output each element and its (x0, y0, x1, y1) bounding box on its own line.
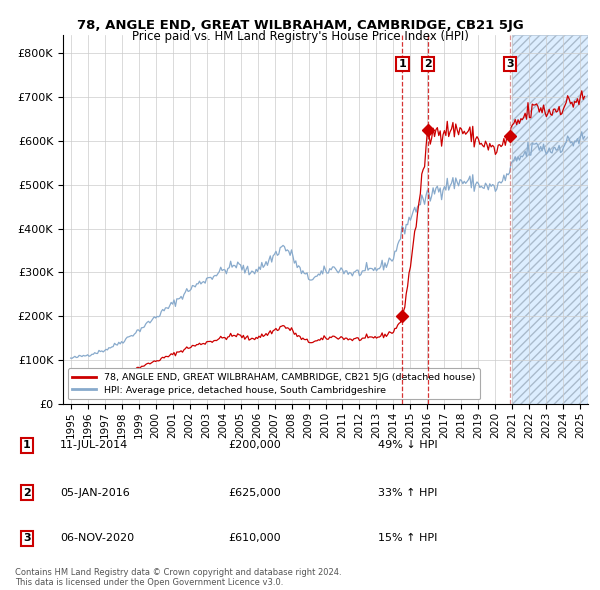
Text: 78, ANGLE END, GREAT WILBRAHAM, CAMBRIDGE, CB21 5JG: 78, ANGLE END, GREAT WILBRAHAM, CAMBRIDG… (77, 19, 523, 32)
Text: Contains HM Land Registry data © Crown copyright and database right 2024.
This d: Contains HM Land Registry data © Crown c… (15, 568, 341, 587)
Legend: 78, ANGLE END, GREAT WILBRAHAM, CAMBRIDGE, CB21 5JG (detached house), HPI: Avera: 78, ANGLE END, GREAT WILBRAHAM, CAMBRIDG… (68, 368, 480, 399)
Text: 33% ↑ HPI: 33% ↑ HPI (378, 488, 437, 497)
Text: 2: 2 (23, 488, 31, 497)
Text: 15% ↑ HPI: 15% ↑ HPI (378, 533, 437, 543)
Text: 1: 1 (398, 59, 406, 69)
Bar (512, 35, 600, 404)
Text: 05-JAN-2016: 05-JAN-2016 (60, 488, 130, 497)
Text: £610,000: £610,000 (228, 533, 281, 543)
Text: £200,000: £200,000 (228, 441, 281, 450)
Text: 06-NOV-2020: 06-NOV-2020 (60, 533, 134, 543)
Text: Price paid vs. HM Land Registry's House Price Index (HPI): Price paid vs. HM Land Registry's House … (131, 30, 469, 43)
Text: £625,000: £625,000 (228, 488, 281, 497)
Text: 3: 3 (23, 533, 31, 543)
Text: 2: 2 (424, 59, 431, 69)
Text: 3: 3 (506, 59, 514, 69)
Text: 1: 1 (23, 441, 31, 450)
Text: 49% ↓ HPI: 49% ↓ HPI (378, 441, 437, 450)
Text: 11-JUL-2014: 11-JUL-2014 (60, 441, 128, 450)
Bar (512, 35, 600, 404)
